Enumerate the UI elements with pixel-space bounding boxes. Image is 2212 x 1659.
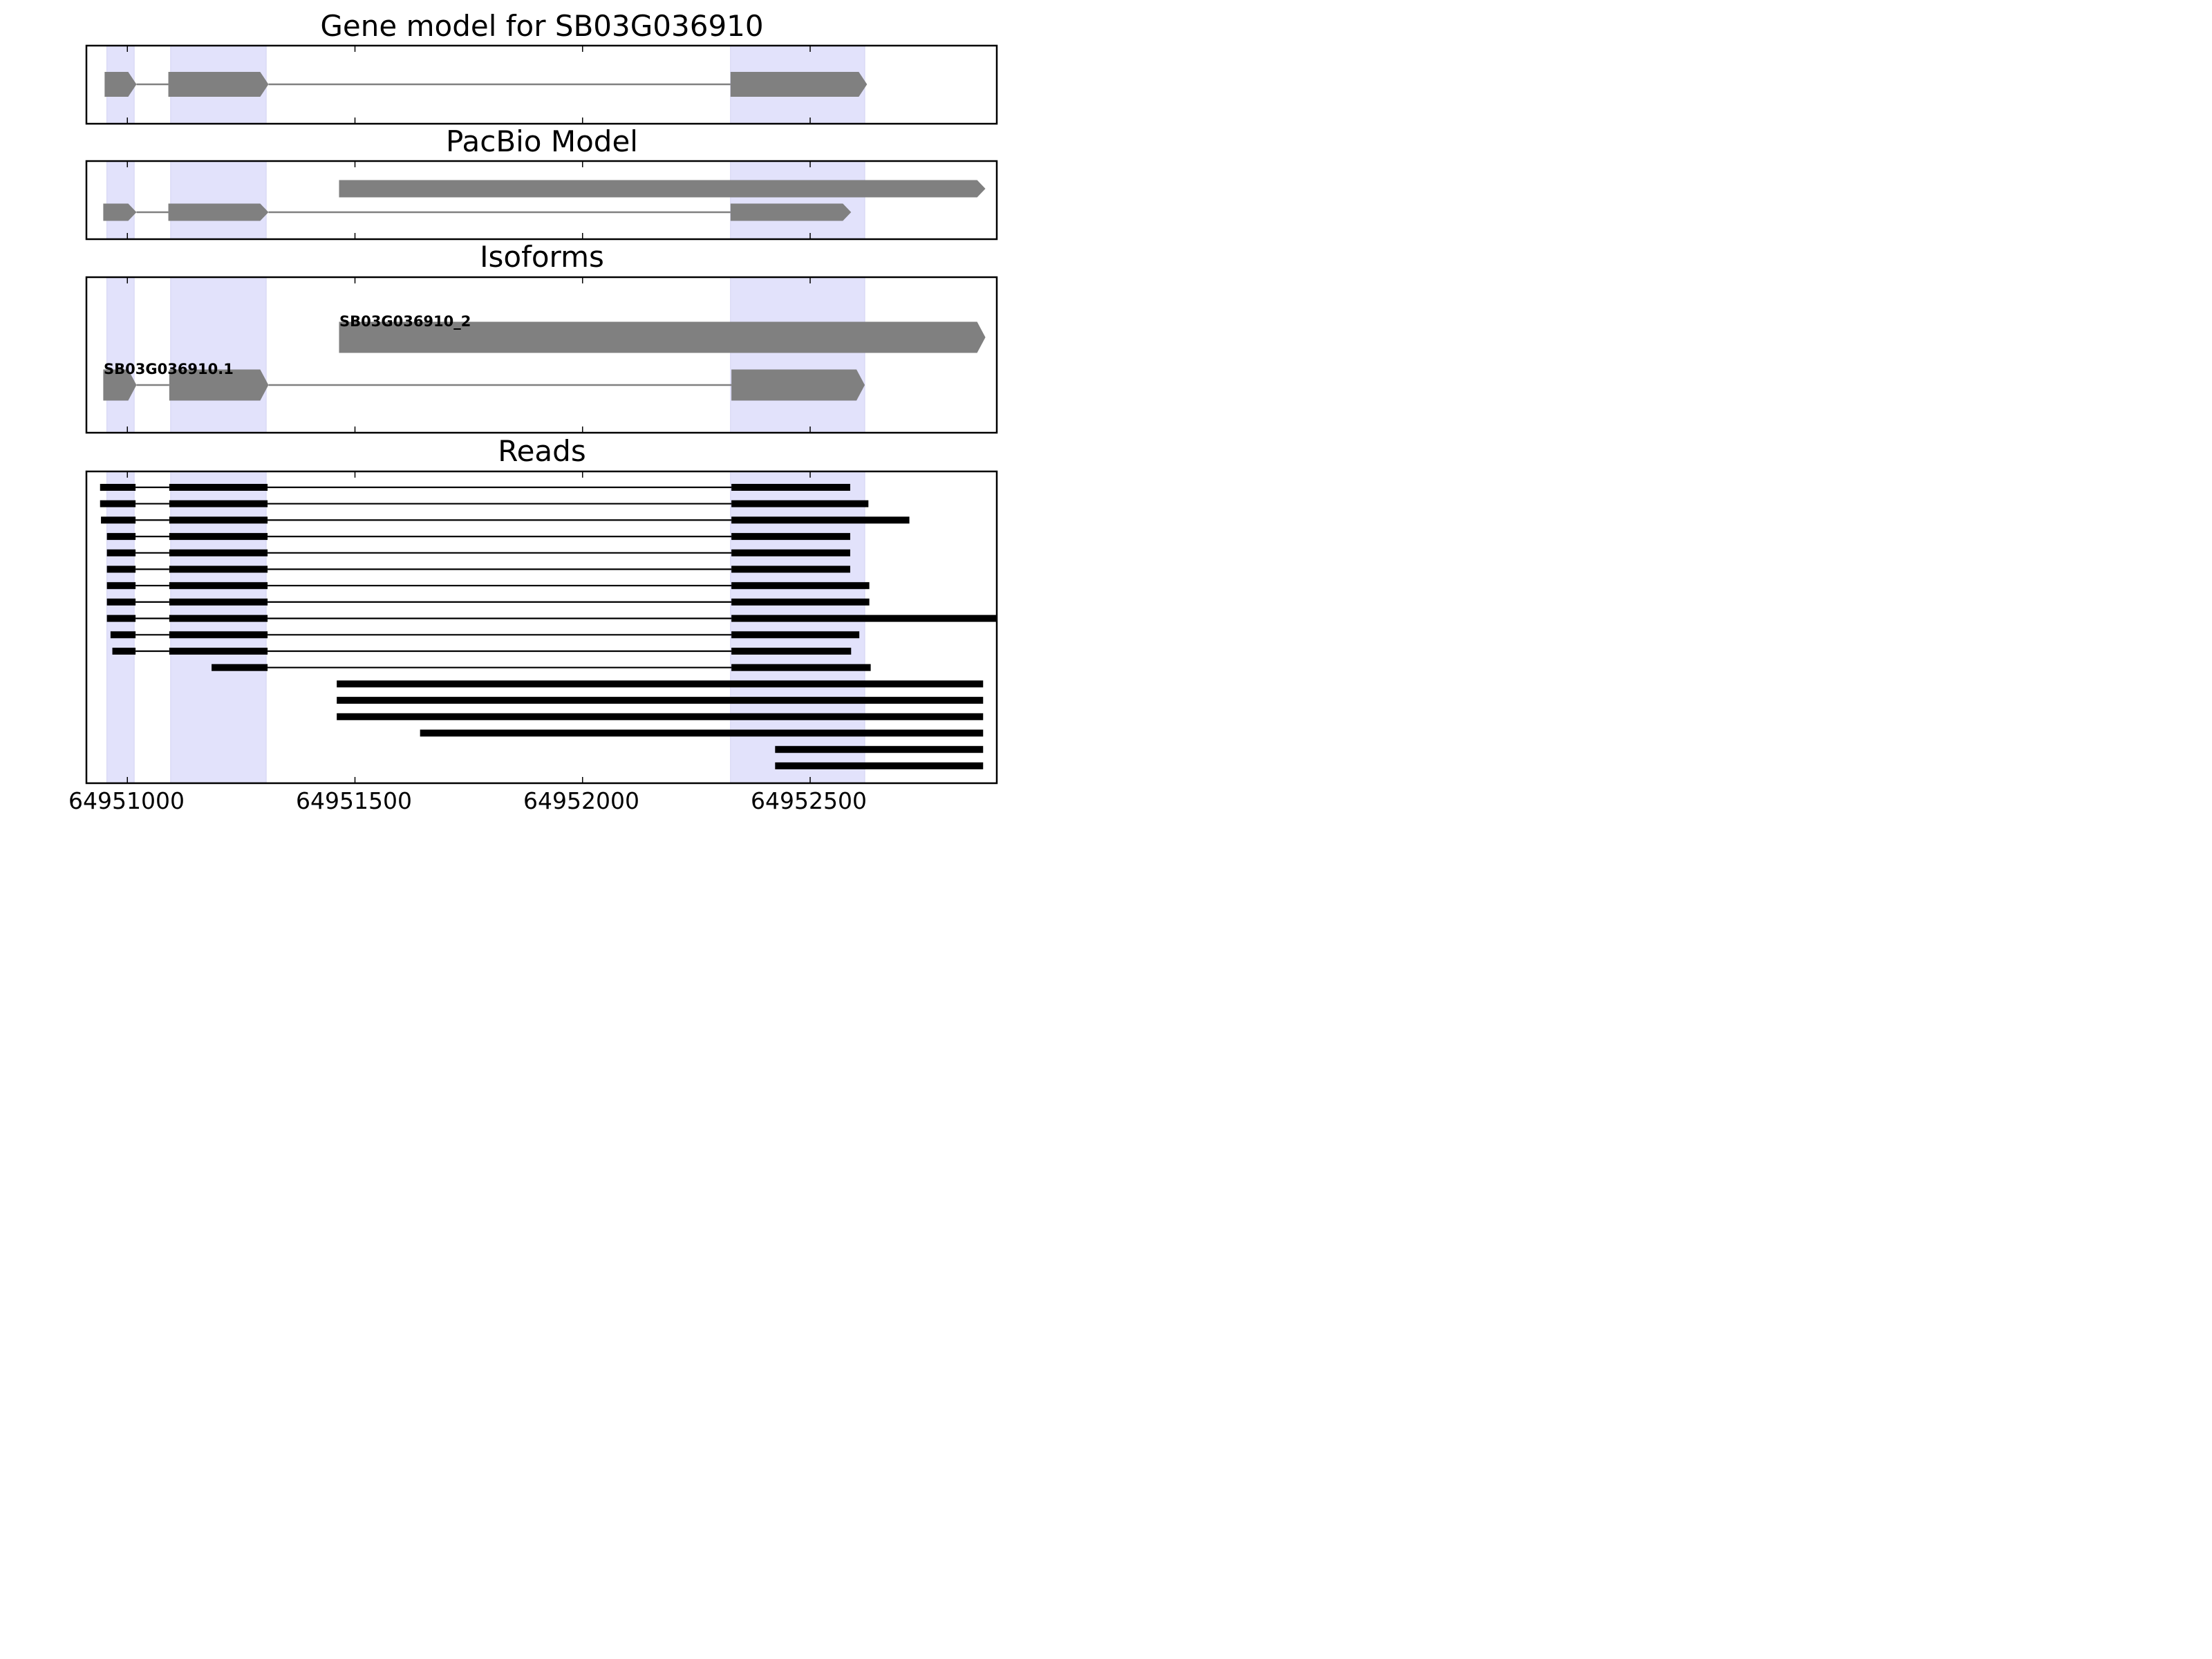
read-exon-block bbox=[169, 631, 268, 639]
panel-isoforms: Isoforms SB03G036910_2 SB03G036910.1 bbox=[85, 240, 998, 434]
read-exon-block bbox=[169, 615, 268, 622]
exon-arrow bbox=[103, 203, 137, 221]
panel-frame bbox=[85, 160, 998, 241]
read-exon-block bbox=[169, 648, 268, 655]
read-exon-block bbox=[169, 500, 268, 507]
read-exon-block bbox=[775, 762, 984, 769]
exon-arrow bbox=[169, 369, 269, 401]
read-exon-block bbox=[169, 516, 268, 524]
exon-arrow bbox=[103, 369, 137, 401]
read-exon-block bbox=[337, 697, 984, 704]
read-exon-block bbox=[731, 631, 860, 639]
exon-arrow bbox=[104, 72, 137, 97]
panel-title-isoforms: Isoforms bbox=[480, 240, 604, 274]
read-exon-block bbox=[420, 729, 984, 737]
read-exon-block bbox=[169, 549, 268, 556]
exon-highlight-band bbox=[730, 160, 865, 240]
exon-arrow bbox=[730, 203, 852, 221]
exon-arrow bbox=[168, 72, 269, 97]
exon-arrow bbox=[730, 72, 868, 97]
read-exon-block bbox=[106, 615, 136, 622]
read-exon-block bbox=[106, 549, 136, 556]
exon-arrow bbox=[339, 321, 986, 353]
read-exon-block bbox=[731, 615, 997, 622]
x-tick-label: 64951000 bbox=[68, 787, 185, 812]
read-exon-block bbox=[110, 631, 136, 639]
read-exon-block bbox=[731, 648, 852, 655]
read-exon-block bbox=[731, 664, 871, 671]
read-exon-block bbox=[731, 516, 910, 524]
gene-model-figure: Gene model for SB03G036910 PacBio Model … bbox=[68, 9, 998, 812]
x-tick-label: 64952000 bbox=[523, 787, 639, 812]
read-exon-block bbox=[731, 533, 850, 541]
read-exon-block bbox=[775, 746, 984, 753]
read-exon-block bbox=[731, 598, 870, 606]
panel-title-pacbio-model: PacBio Model bbox=[446, 124, 638, 158]
read-exon-block bbox=[169, 484, 268, 491]
x-tick-label: 64952500 bbox=[751, 787, 867, 812]
x-tick-label: 64951500 bbox=[296, 787, 412, 812]
panel-title-reads: Reads bbox=[498, 434, 585, 468]
read-exon-block bbox=[212, 664, 268, 671]
exon-highlight-band bbox=[106, 160, 135, 240]
panel-gene-model: Gene model for SB03G036910 bbox=[85, 9, 998, 125]
panel-title-gene-model: Gene model for SB03G036910 bbox=[320, 9, 763, 43]
read-exon-block bbox=[169, 565, 268, 573]
read-exon-block bbox=[731, 582, 870, 590]
read-exon-block bbox=[731, 500, 869, 507]
exon-highlight-band bbox=[106, 276, 135, 433]
isoform-label-1: SB03G036910.1 bbox=[104, 361, 234, 377]
read-exon-block bbox=[100, 500, 136, 507]
read-exon-block bbox=[731, 484, 850, 491]
isoform-label-2: SB03G036910_2 bbox=[339, 313, 471, 330]
read-exon-block bbox=[106, 598, 136, 606]
read-exon-block bbox=[731, 565, 850, 573]
read-exon-block bbox=[337, 713, 984, 720]
exon-highlight-band bbox=[170, 160, 267, 240]
panel-frame bbox=[85, 44, 998, 125]
panel-frame bbox=[85, 470, 998, 785]
exon-arrow bbox=[731, 369, 865, 401]
exon-arrow bbox=[339, 180, 986, 198]
x-axis: 64951000 64951500 64952000 64952500 bbox=[68, 787, 867, 812]
read-exon-block bbox=[112, 648, 136, 655]
read-exon-block bbox=[100, 484, 136, 491]
read-exon-block bbox=[169, 582, 268, 590]
panel-pacbio-model: PacBio Model bbox=[85, 124, 998, 241]
read-exon-block bbox=[169, 533, 268, 541]
exon-highlight-band bbox=[170, 276, 267, 433]
exon-highlight-band bbox=[730, 276, 865, 433]
read-exon-block bbox=[106, 533, 136, 541]
read-exon-block bbox=[101, 516, 136, 524]
read-exon-block bbox=[106, 565, 136, 573]
read-exon-block bbox=[169, 598, 268, 606]
panel-frame bbox=[85, 276, 998, 434]
read-exon-block bbox=[106, 582, 136, 590]
exon-arrow bbox=[168, 203, 269, 221]
read-exon-block bbox=[731, 549, 850, 556]
read-exon-block bbox=[337, 680, 984, 688]
panel-reads: Reads bbox=[85, 434, 998, 785]
